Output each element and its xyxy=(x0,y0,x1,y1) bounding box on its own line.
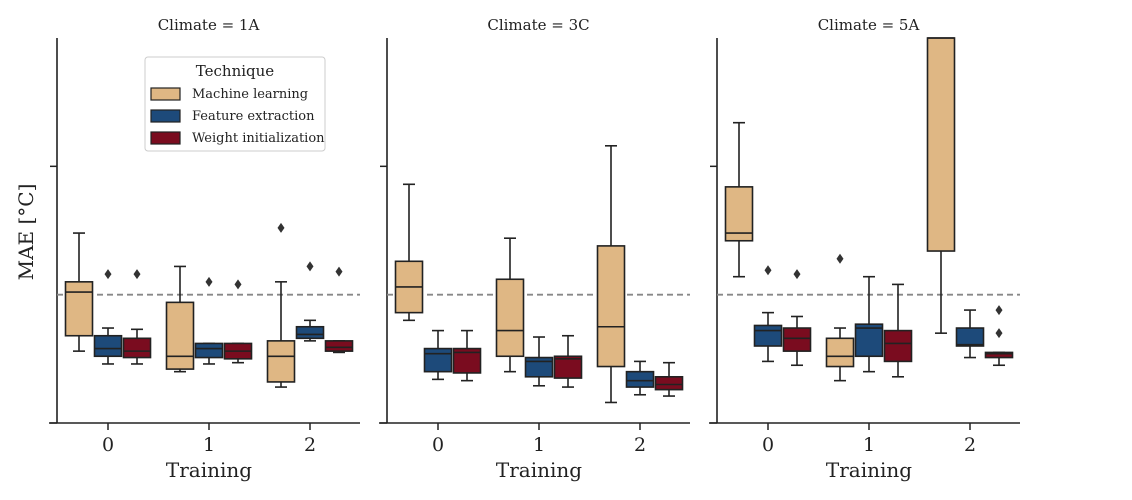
box-0-machine-learning xyxy=(64,232,94,352)
box-iqr xyxy=(984,351,1014,359)
x-tick-label: 1 xyxy=(533,434,545,456)
outlier-point xyxy=(205,276,213,287)
box-iqr xyxy=(524,356,554,378)
box-iqr xyxy=(654,375,684,391)
box-iqr xyxy=(854,323,884,358)
box-iqr xyxy=(122,337,152,359)
box-2-weight-initialization xyxy=(654,361,684,397)
box-1-feature-extraction xyxy=(194,276,224,365)
outlier-point xyxy=(836,253,844,264)
box-iqr xyxy=(724,186,754,242)
box-iqr xyxy=(955,327,985,347)
box-1-weight-initialization xyxy=(553,334,583,388)
facet-panel-1A: Climate = 1A 0 1 2 Training xyxy=(49,16,360,482)
x-axis-label: Training xyxy=(496,458,582,482)
legend-entry-label: Feature extraction xyxy=(192,109,315,124)
box-iqr xyxy=(64,281,94,337)
x-tick-label: 1 xyxy=(863,434,875,456)
box-iqr xyxy=(266,340,296,383)
outlier-point xyxy=(995,305,1003,316)
box-iqr xyxy=(93,334,123,358)
box-1-machine-learning xyxy=(165,265,195,373)
outlier-point xyxy=(793,269,801,280)
box-0-machine-learning xyxy=(724,121,754,278)
box-0-feature-extraction xyxy=(93,269,123,365)
box-iqr xyxy=(782,327,812,352)
legend-swatch xyxy=(150,109,181,123)
facet-panels: Climate = 1A 0 1 2 Training Climate = 3C 0 1 2 Tr… xyxy=(49,16,1020,482)
box-iqr xyxy=(596,245,626,368)
box-iqr xyxy=(625,370,655,388)
box-0-machine-learning xyxy=(394,183,424,322)
x-tick-label: 2 xyxy=(304,434,316,456)
outlier-point xyxy=(995,328,1003,339)
box-1-feature-extraction xyxy=(854,275,884,373)
legend-title: Technique xyxy=(196,62,274,80)
box-iqr xyxy=(825,337,855,368)
x-tick-label: 0 xyxy=(432,434,444,456)
box-iqr xyxy=(553,355,583,379)
facet-title: Climate = 1A xyxy=(158,16,260,34)
outlier-point xyxy=(335,266,343,277)
box-0-weight-initialization xyxy=(122,269,152,365)
legend-entry-label: Weight initialization xyxy=(192,131,325,146)
outlier-point xyxy=(133,269,141,280)
x-tick-label: 2 xyxy=(634,434,646,456)
box-iqr xyxy=(194,342,224,359)
box-2-feature-extraction xyxy=(955,309,985,359)
x-tick-label: 2 xyxy=(964,434,976,456)
box-0-feature-extraction xyxy=(753,265,783,363)
box-iqr xyxy=(926,37,956,252)
box-2-feature-extraction xyxy=(625,360,655,396)
x-tick-label: 0 xyxy=(102,434,114,456)
box-iqr xyxy=(324,340,354,352)
box-2-machine-learning xyxy=(926,37,956,334)
box-1-weight-initialization xyxy=(223,279,253,364)
outlier-point xyxy=(277,222,285,233)
box-iqr xyxy=(165,301,195,370)
x-axis-label: Training xyxy=(826,458,912,482)
box-iqr xyxy=(883,329,913,363)
box-1-feature-extraction xyxy=(524,336,554,387)
facet-title: Climate = 5A xyxy=(818,16,920,34)
box-2-machine-learning xyxy=(266,222,296,388)
box-2-weight-initialization xyxy=(324,266,354,354)
legend: Technique Machine learning Feature extract… xyxy=(144,56,326,152)
outlier-point xyxy=(764,265,772,276)
legend-entry-label: Machine learning xyxy=(192,87,308,102)
facet-title: Climate = 3C xyxy=(487,16,589,34)
box-1-weight-initialization xyxy=(883,283,913,378)
facet-panel-5A: Climate = 5A 0 1 2 Training xyxy=(709,16,1020,482)
box-iqr xyxy=(423,347,453,373)
box-2-weight-initialization xyxy=(984,305,1014,367)
facet-panel-3C: Climate = 3C 0 1 2 Training xyxy=(379,16,690,482)
outlier-point xyxy=(234,279,242,290)
box-0-weight-initialization xyxy=(452,329,482,382)
x-tick-label: 1 xyxy=(203,434,215,456)
box-1-machine-learning xyxy=(825,253,855,382)
y-axis-label: MAE [°C] xyxy=(14,184,38,281)
legend-swatch xyxy=(150,131,181,145)
box-iqr xyxy=(295,325,325,340)
box-2-feature-extraction xyxy=(295,261,325,342)
box-iqr xyxy=(753,324,783,347)
box-2-machine-learning xyxy=(596,145,626,404)
legend-frame xyxy=(144,56,326,152)
outlier-point xyxy=(104,269,112,280)
box-0-feature-extraction xyxy=(423,329,453,381)
legend-swatch xyxy=(150,87,181,101)
x-tick-label: 0 xyxy=(762,434,774,456)
x-axis-label: Training xyxy=(166,458,252,482)
box-1-machine-learning xyxy=(495,237,525,373)
outlier-point xyxy=(306,261,314,272)
box-0-weight-initialization xyxy=(782,269,812,367)
box-iqr xyxy=(495,278,525,358)
